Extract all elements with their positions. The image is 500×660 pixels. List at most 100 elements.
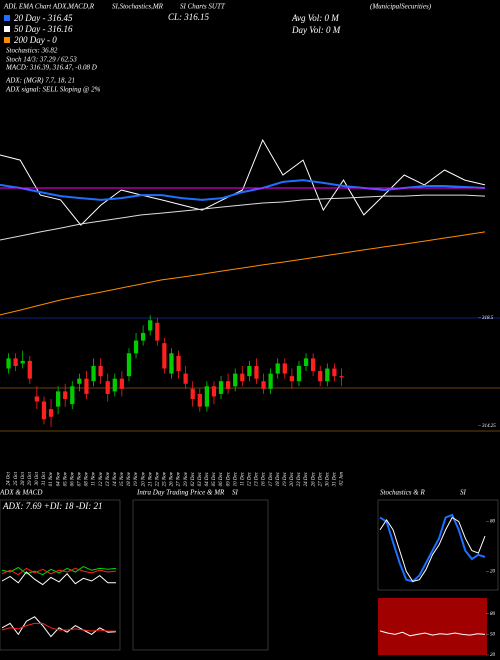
candle-body (41, 401, 47, 420)
x-tick-label: 11 Nov (92, 471, 97, 486)
x-tick-label: 30 Dec (325, 471, 330, 486)
y-tick-label: 20 (490, 653, 496, 658)
series-line (379, 513, 486, 583)
candle-body (190, 388, 195, 399)
x-tick-label: 06 Dec (219, 471, 224, 486)
y-tick-label: 50 (490, 633, 496, 638)
candle-body (13, 358, 18, 366)
legend-entry: 50 Day - 316.16 (14, 24, 73, 34)
x-tick-label: 01 Nov (49, 471, 54, 486)
x-tick-label: 25 Oct (14, 471, 19, 485)
series-line (1, 622, 116, 632)
top-text: SI,Stochastics,MR (112, 3, 164, 11)
candle-body (226, 381, 231, 389)
candle-body (169, 353, 174, 374)
candle-body (240, 373, 245, 382)
x-tick-label: 19 Dec (283, 471, 288, 486)
candle-body (141, 332, 146, 341)
candle-body (112, 378, 117, 392)
x-tick-label: 14 Nov (113, 471, 118, 486)
close: CL: 316.15 (168, 12, 210, 22)
legend-entry: 20 Day - 316.45 (14, 13, 73, 23)
candle-body (133, 340, 139, 354)
candle-body (148, 320, 153, 331)
candle-body (197, 393, 202, 407)
x-tick-label: 20 Dec (290, 471, 295, 486)
candle-body (77, 378, 82, 384)
candle-body (282, 363, 287, 374)
candle-body (339, 376, 344, 378)
x-tick-label: 02 Jan (340, 472, 345, 486)
candle-body (70, 386, 75, 405)
panel-frame (377, 499, 499, 591)
candle-body (162, 343, 167, 369)
y-tick-label: 314.25 (482, 424, 496, 429)
x-tick-label: 30 Oct (35, 471, 40, 485)
candle-body (233, 373, 238, 387)
candle-body (176, 355, 181, 372)
candle-body (119, 378, 124, 389)
x-tick-label: 18 Nov (127, 471, 132, 486)
candle-body (275, 363, 280, 374)
candle-body (155, 322, 160, 341)
legend-swatch (4, 37, 10, 43)
x-tick-label: 31 Dec (333, 471, 338, 486)
x-tick-label: 04 Dec (205, 471, 210, 486)
candle-body (204, 386, 209, 407)
info: MACD: 316.39, 316.47, -0.08 D (5, 64, 97, 72)
info: ADX signal: SELL Sloping @ 2% (5, 86, 101, 94)
candle-body (218, 381, 224, 394)
candle-body (84, 378, 89, 394)
y-tick-label: 20 (490, 570, 496, 575)
candle-body (247, 365, 252, 377)
x-tick-label: 24 Dec (304, 471, 309, 486)
candle-body (63, 391, 68, 399)
legend-swatch (4, 15, 10, 21)
panel-frame (132, 499, 269, 651)
candle-body (303, 358, 309, 366)
top-text: ADL EMA Chart ADX,MACD,R (3, 3, 95, 11)
candle-body (56, 391, 61, 407)
x-tick-label: 03 Dec (198, 471, 203, 486)
x-tick-label: 20 Nov (141, 471, 146, 486)
x-tick-label: 05 Dec (212, 471, 217, 486)
candle-body (211, 386, 217, 397)
y-tick-label: 80 (490, 612, 496, 617)
candle-body (27, 360, 32, 379)
series-line (379, 630, 486, 637)
x-tick-label: 29 Nov (184, 471, 189, 486)
x-tick-label: 29 Oct (28, 471, 33, 485)
x-tick-label: 26 Nov (170, 471, 175, 486)
panel-subtitle: SI (232, 489, 239, 497)
candle-body (318, 371, 323, 382)
x-tick-label: 19 Nov (134, 471, 139, 486)
legend-entry: 200 Day - 0 (14, 35, 57, 45)
x-tick-label: 02 Dec (191, 471, 196, 486)
x-tick-label: 16 Dec (262, 471, 267, 486)
x-tick-label: 27 Dec (318, 471, 323, 486)
x-tick-label: 17 Dec (269, 471, 274, 486)
x-tick-label: 25 Nov (163, 471, 168, 486)
x-tick-label: 12 Nov (99, 471, 104, 486)
x-tick-label: 10 Dec (233, 471, 238, 486)
x-tick-label: 09 Dec (226, 471, 231, 486)
x-tick-label: 22 Nov (155, 471, 160, 486)
series-line (1, 571, 116, 586)
series-line (0, 138, 486, 226)
x-tick-label: 15 Nov (120, 471, 125, 486)
candle-body (48, 409, 54, 417)
info: Stoch 14/3: 37.29 / 62.53 (6, 56, 77, 64)
info: Stochastics: 36.82 (6, 47, 58, 55)
candle-body (311, 358, 316, 372)
x-tick-label: 31 Oct (42, 471, 47, 485)
x-tick-label: 04 Nov (56, 471, 61, 486)
panel-title: ADX & MACD (0, 489, 42, 497)
candle-body (332, 368, 337, 377)
series-line (379, 516, 486, 582)
x-tick-label: 06 Nov (70, 471, 75, 486)
series-line (1, 566, 117, 576)
x-tick-label: 12 Dec (248, 471, 253, 486)
panel-frame (0, 499, 121, 651)
top-text: SI Charts SUTT (180, 3, 226, 11)
x-tick-label: 08 Nov (85, 471, 90, 486)
